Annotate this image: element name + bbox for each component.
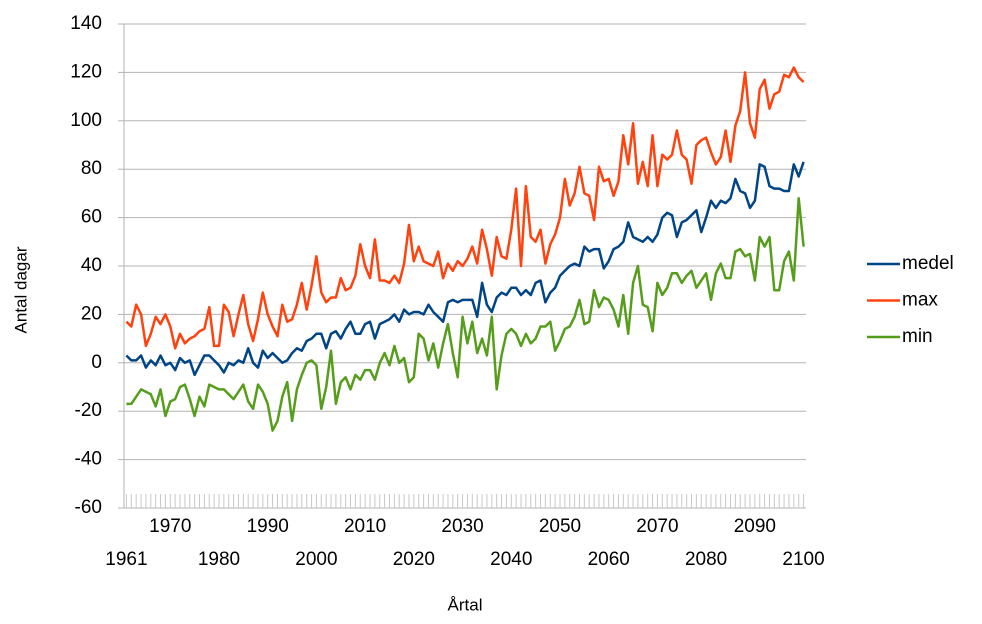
x-tick-label: 2010 [344, 516, 386, 537]
x-tick-label: 2060 [588, 549, 630, 570]
series-line [125, 161, 805, 377]
y-tick-label: 80 [81, 158, 102, 179]
y-tick-label: 40 [81, 255, 102, 276]
legend-label: max [902, 290, 938, 311]
y-tick-label: 20 [81, 303, 102, 324]
y-tick-label: 120 [70, 61, 102, 82]
y-tick-label: -60 [75, 497, 102, 518]
x-tick-label: 2080 [685, 549, 727, 570]
x-tick-label: 1980 [198, 549, 240, 570]
x-tick-label: 2090 [734, 516, 776, 537]
legend-label: min [902, 326, 933, 347]
x-tick-label: 1970 [149, 516, 191, 537]
series-line [126, 196, 805, 432]
x-tick-label: 2070 [636, 516, 678, 537]
x-tick-label: 2000 [295, 549, 337, 570]
x-tick-label: 2030 [441, 516, 483, 537]
x-tick-label: 2100 [782, 549, 824, 570]
y-tick-label: 0 [91, 352, 102, 373]
legend-label: medel [902, 253, 954, 274]
y-tick-label: 60 [81, 207, 102, 228]
y-tick-label: -40 [75, 449, 102, 470]
y-tick-label: 140 [70, 13, 102, 34]
x-tick-label: 2040 [490, 549, 532, 570]
y-tick-label: 100 [70, 110, 102, 131]
x-axis-title: Årtal [448, 595, 483, 614]
x-tick-label: 1990 [247, 516, 289, 537]
y-tick-label: -20 [75, 400, 102, 421]
x-tick-label: 2020 [393, 549, 435, 570]
x-tick-label: 1961 [105, 549, 147, 570]
series-line [125, 66, 805, 350]
y-axis-title: Antal dagar [11, 246, 30, 333]
x-tick-label: 2050 [539, 516, 581, 537]
